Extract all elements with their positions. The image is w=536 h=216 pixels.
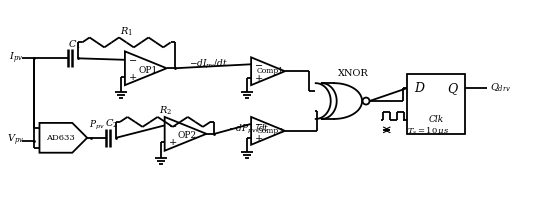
Text: $T_s{=}10\,\mu s$: $T_s{=}10\,\mu s$ [407,125,449,137]
Text: $+$: $+$ [255,73,264,83]
Polygon shape [251,57,285,85]
Text: D: D [414,82,424,95]
Polygon shape [40,123,87,153]
Text: $-dP_{pv}/dt$: $-dP_{pv}/dt$ [228,123,270,137]
Text: Clk: Clk [428,115,443,124]
Text: AD633: AD633 [46,134,75,142]
Polygon shape [251,117,285,145]
Polygon shape [125,51,167,85]
Text: $-$: $-$ [168,121,177,130]
Circle shape [362,98,369,105]
Text: $-$: $-$ [128,55,137,64]
Text: $P_{pv}$: $P_{pv}$ [89,119,105,132]
Text: $V_{pv}$: $V_{pv}$ [7,133,24,148]
Text: $R_2$: $R_2$ [159,105,172,117]
Text: $-dI_{pv}/dt$: $-dI_{pv}/dt$ [189,58,228,71]
Text: $+$: $+$ [255,133,264,143]
Text: $I_{pv}$: $I_{pv}$ [9,51,23,66]
Text: $+$: $+$ [128,72,137,82]
Text: XNOR: XNOR [338,69,369,78]
Text: $R_1$: $R_1$ [120,25,133,38]
Text: Q: Q [448,82,458,95]
Polygon shape [165,117,206,151]
Text: $C_2$: $C_2$ [106,118,118,130]
Text: $Q_{drv}$: $Q_{drv}$ [490,82,511,94]
Text: OP2: OP2 [178,131,197,140]
Bar [407,74,465,134]
Text: $+$: $+$ [168,137,177,147]
Text: $-$: $-$ [255,60,264,69]
Text: Comp2: Comp2 [256,127,284,135]
Text: $-$: $-$ [255,119,264,128]
Text: $C_1$: $C_1$ [68,38,81,51]
Text: OP1: OP1 [138,66,158,75]
Text: Comp1: Comp1 [256,67,284,75]
